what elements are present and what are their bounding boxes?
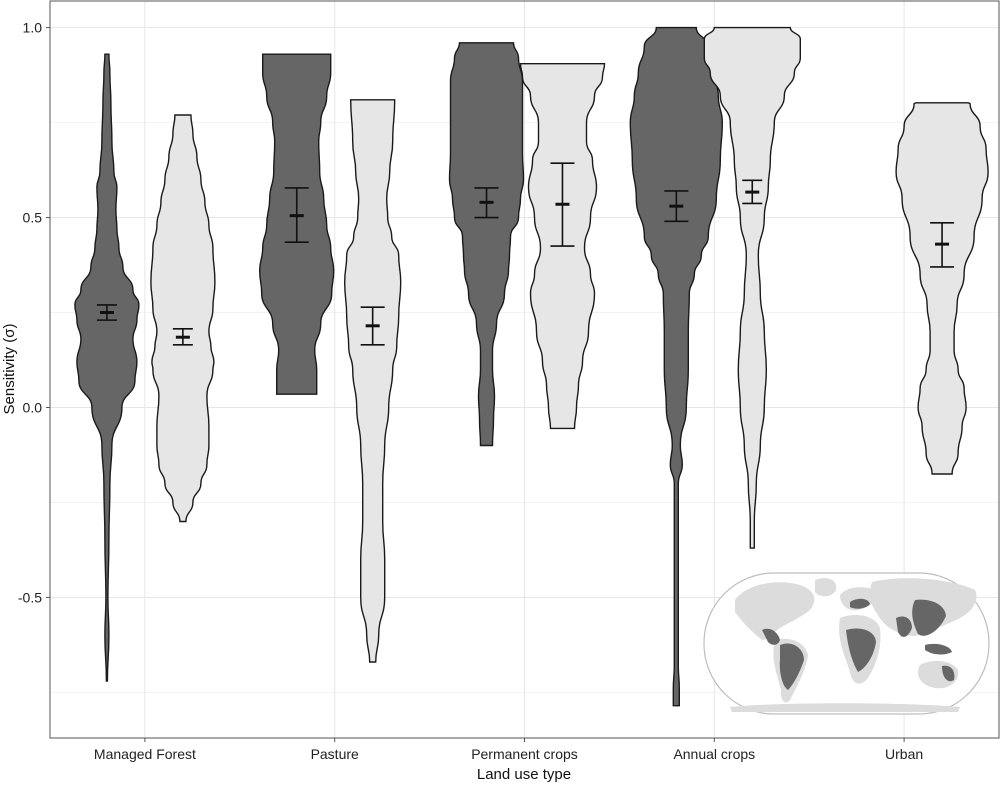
map-highlight-region	[912, 599, 946, 636]
y-axis-ticks: -0.5 0.0 0.5 1.0	[18, 20, 50, 605]
map-highlight-region	[779, 643, 804, 690]
x-tick-label: Permanent crops	[471, 746, 578, 762]
x-axis-ticks: Managed Forest Pasture Permanent crops Annu…	[94, 738, 923, 762]
violin-pasture-light	[343, 99, 402, 663]
y-tick-label: 0.5	[23, 210, 43, 226]
x-tick-label: Managed Forest	[94, 746, 196, 762]
map-highlight-region	[762, 628, 780, 645]
violins	[74, 26, 989, 707]
x-tick-label: Urban	[885, 746, 923, 762]
violin-managed-forest-light	[150, 114, 216, 523]
map-highlight-region	[846, 628, 876, 672]
y-axis-title: Sensitivity (σ)	[1, 324, 18, 415]
violin-annual-crops-light	[703, 26, 801, 549]
map-highlight-region	[925, 643, 952, 655]
map-landmass	[735, 582, 815, 640]
violin-urban-light	[895, 102, 989, 475]
world-map-inset	[703, 572, 990, 715]
map-highlight-region	[942, 665, 955, 682]
map-landmass	[730, 703, 960, 712]
y-tick-label: -0.5	[18, 589, 42, 605]
x-tick-label: Pasture	[311, 746, 359, 762]
map-highlight-region	[896, 616, 912, 637]
map-highlight-region	[850, 598, 870, 609]
x-tick-label: Annual crops	[673, 746, 755, 762]
violin-managed-forest-dark	[74, 53, 140, 682]
y-tick-label: 0.0	[23, 399, 43, 415]
y-tick-label: 1.0	[23, 20, 43, 36]
map-landmass	[815, 578, 837, 597]
x-axis-title: Land use type	[477, 766, 571, 783]
violin-permanent-crops-dark	[448, 42, 525, 447]
violin-annual-crops-dark	[629, 26, 724, 707]
